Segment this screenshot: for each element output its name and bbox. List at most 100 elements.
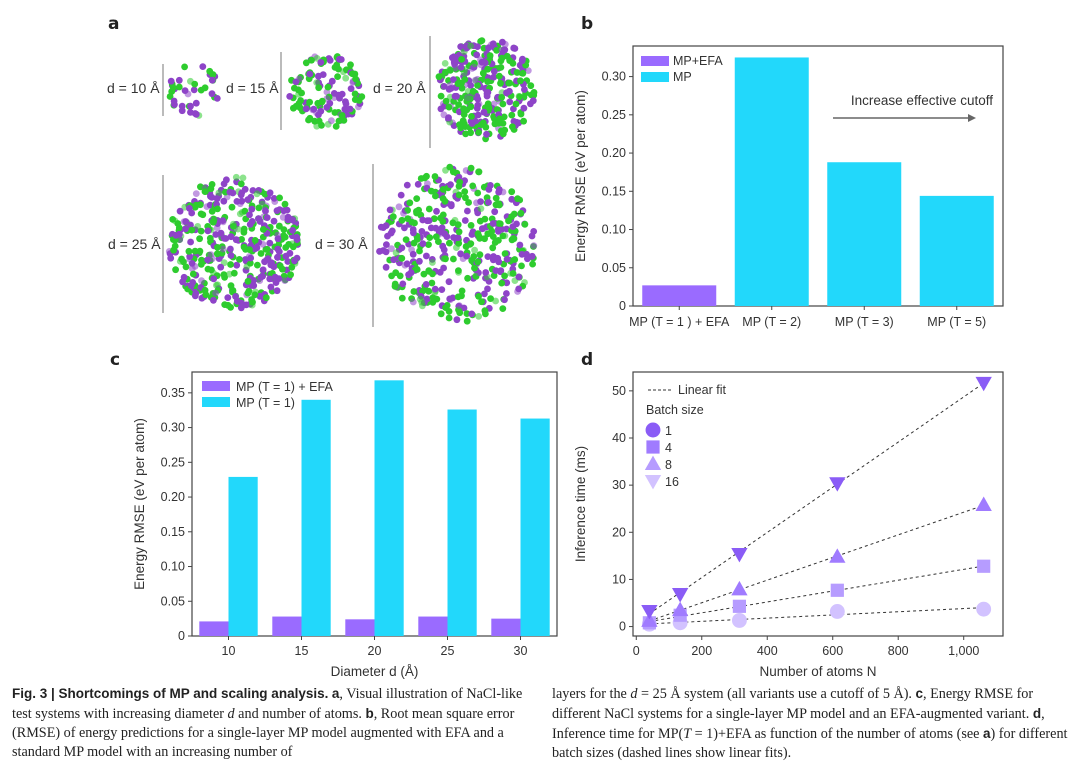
cl-atom xyxy=(475,293,482,300)
cl-atom xyxy=(213,250,221,258)
cl-atom xyxy=(258,200,266,208)
na-atom xyxy=(270,217,278,225)
cl-atom xyxy=(465,95,472,102)
na-atom xyxy=(441,230,448,238)
cl-atom xyxy=(439,186,447,193)
cl-atom xyxy=(398,216,406,224)
na-atom xyxy=(328,117,335,125)
bar xyxy=(345,619,375,636)
chart-d-inference-time: 0 10 20 30 40 50 Inference time (ms) 0 200 400 600… xyxy=(575,371,1004,679)
panel-label-c: c xyxy=(110,350,121,370)
na-atom xyxy=(509,223,517,230)
na-atom xyxy=(438,286,446,293)
cl-atom xyxy=(516,93,524,101)
cl-atom xyxy=(238,208,246,216)
caption-title: Fig. 3 | Shortcomings of MP and scaling … xyxy=(12,686,329,701)
na-atom xyxy=(317,59,325,66)
na-atom xyxy=(407,269,415,277)
na-atom xyxy=(274,235,282,243)
y-tick-label: 0.10 xyxy=(602,223,626,237)
na-atom xyxy=(182,225,189,233)
na-atom xyxy=(266,189,274,197)
caption-text: ) for different batch sizes (dashed line… xyxy=(552,726,1068,761)
na-atom xyxy=(227,245,234,253)
caption-ref-d: d xyxy=(1032,706,1042,721)
caption-var: T xyxy=(683,726,692,742)
na-atom xyxy=(382,263,390,271)
na-atom xyxy=(182,218,190,225)
bar xyxy=(520,418,550,636)
cl-atom xyxy=(486,52,494,60)
cl-atom xyxy=(429,294,437,301)
bar xyxy=(919,195,994,306)
data-point-batch-16 xyxy=(731,547,748,563)
cl-atom xyxy=(169,216,177,223)
cl-atom xyxy=(239,174,247,182)
cl-atom xyxy=(252,288,259,296)
legend-marker-triangle-down xyxy=(644,475,662,490)
na-atom xyxy=(423,252,430,260)
x-tick-label: 200 xyxy=(691,644,712,658)
cl-atom xyxy=(437,310,445,318)
bar xyxy=(491,618,521,636)
x-tick-label: 25 xyxy=(441,644,455,658)
cl-atom xyxy=(512,100,520,108)
cl-atom xyxy=(227,261,234,268)
cl-atom xyxy=(201,188,209,195)
cl-atom xyxy=(429,259,436,266)
x-tick-label: 600 xyxy=(822,644,843,658)
cl-atom xyxy=(469,182,477,190)
na-atom xyxy=(210,296,217,304)
cl-atom xyxy=(429,298,437,306)
system-label-d25: d = 25 Å xyxy=(108,236,161,252)
panel-label-a: a xyxy=(108,14,120,34)
data-point-batch-4 xyxy=(977,559,991,573)
na-atom xyxy=(286,93,294,100)
cl-atom xyxy=(442,97,450,105)
x-tick-label: MP (T = 3) xyxy=(835,315,894,329)
y-tick-label: 20 xyxy=(612,525,626,539)
cl-atom xyxy=(499,100,507,108)
legend-label: 16 xyxy=(665,475,679,489)
cl-atom xyxy=(204,265,212,273)
na-atom xyxy=(436,268,444,276)
na-atom xyxy=(453,316,461,324)
na-atom xyxy=(503,255,511,263)
cl-atom xyxy=(509,123,516,131)
na-atom xyxy=(440,83,448,90)
data-point-batch-8 xyxy=(829,548,846,563)
divider xyxy=(280,52,282,130)
cl-atom xyxy=(335,117,343,125)
cl-atom xyxy=(475,313,483,320)
cl-atom xyxy=(254,261,261,269)
panel-label-d: d xyxy=(581,350,594,370)
na-atom xyxy=(446,295,454,303)
cl-atom xyxy=(262,246,270,253)
plot-frame xyxy=(632,371,1004,637)
divider xyxy=(162,175,164,313)
y-tick-label: 0.25 xyxy=(602,108,626,122)
cl-atom xyxy=(172,266,179,274)
na-atom xyxy=(498,46,506,54)
cl-atom xyxy=(237,180,245,188)
cl-atom xyxy=(288,263,296,271)
cl-atom xyxy=(197,227,205,235)
na-atom xyxy=(212,231,220,238)
cl-atom xyxy=(501,250,509,258)
na-atom xyxy=(490,73,498,81)
na-atom xyxy=(283,206,291,214)
cl-atom xyxy=(425,241,432,248)
na-atom xyxy=(518,251,526,258)
data-point-batch-8 xyxy=(641,612,658,627)
y-tick-label: 0.20 xyxy=(161,490,185,504)
caption-var: d xyxy=(227,706,235,722)
na-atom xyxy=(440,246,448,254)
na-atom xyxy=(244,196,252,203)
cl-atom xyxy=(446,239,453,247)
cl-atom xyxy=(189,270,197,278)
cl-atom xyxy=(196,247,204,255)
y-tick-label: 10 xyxy=(612,572,626,586)
cl-atom xyxy=(282,244,290,251)
cl-atom xyxy=(459,117,467,125)
na-atom xyxy=(481,59,489,67)
